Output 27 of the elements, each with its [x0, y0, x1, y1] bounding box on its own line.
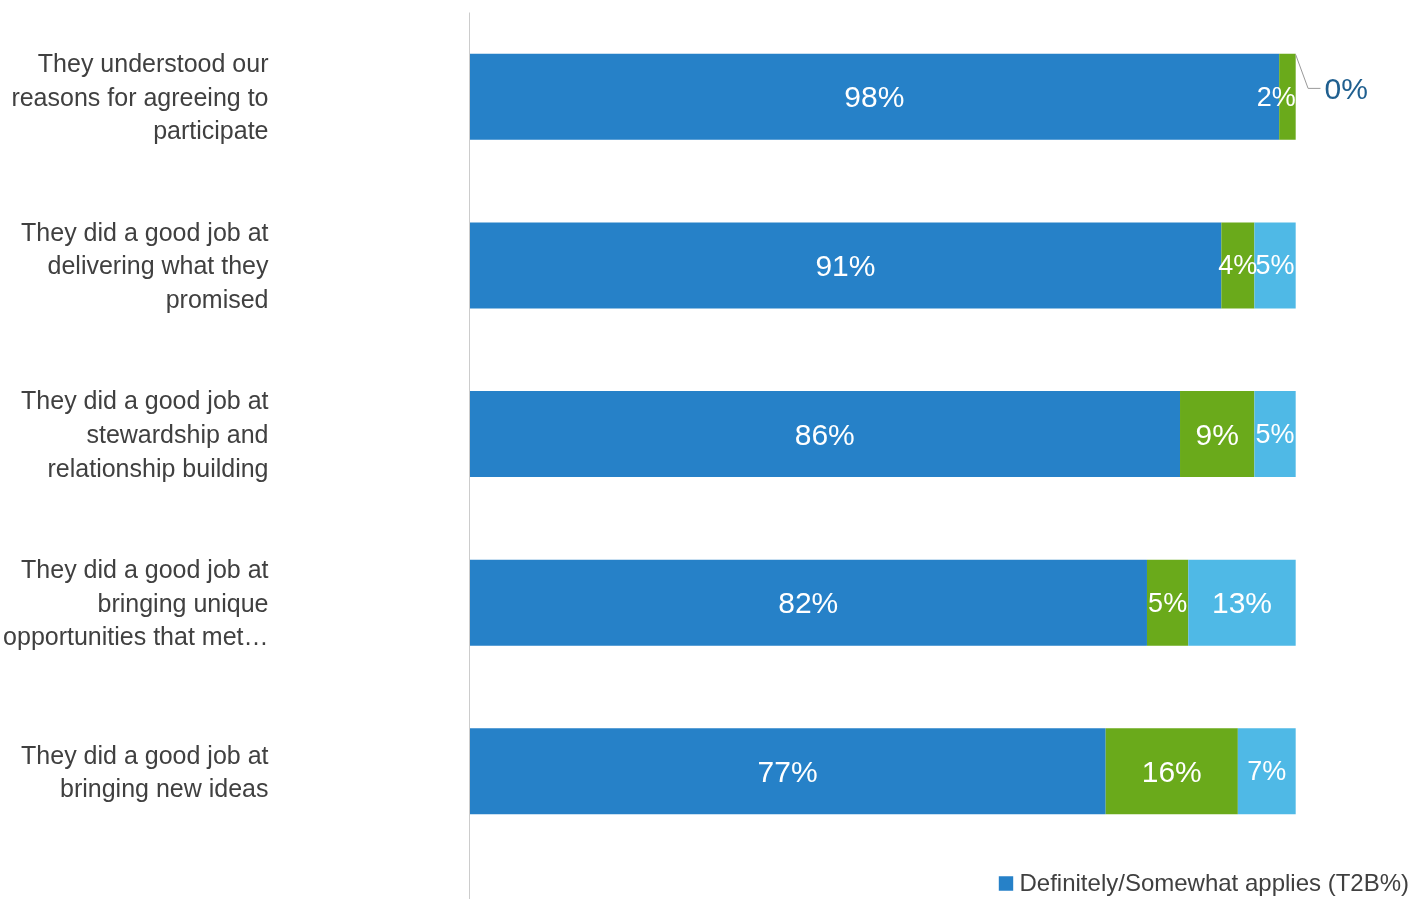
data-label: 91%: [815, 248, 876, 282]
data-label: 9%: [1195, 417, 1239, 451]
bar: [1188, 559, 1296, 646]
legend-label: Definitely/Somewhat applies (T2B%): [1019, 869, 1409, 897]
y-tick-label: They understood our reasons for agreeing to participate: [11, 49, 269, 145]
bar: [1105, 728, 1238, 815]
y-tick-label: They did a good job at stewardship and relationship building: [21, 386, 269, 482]
data-label: 86%: [794, 417, 855, 451]
data-label: 7%: [1247, 756, 1287, 787]
bar: [469, 391, 1181, 478]
bar: [1237, 728, 1296, 815]
y-tick-label: They did a good job at bringing unique opportunities that met…: [3, 555, 269, 651]
data-label: 77%: [757, 754, 818, 788]
bar: [469, 559, 1147, 646]
y-tick-label: They did a good job at delivering what they promised: [21, 217, 269, 314]
data-label: 16%: [1141, 754, 1202, 788]
data-label: 5%: [1255, 419, 1295, 450]
data-label: 98%: [844, 80, 905, 114]
bar: [469, 728, 1106, 815]
data-label: 0%: [1324, 71, 1368, 105]
bar: [1180, 391, 1255, 478]
data-label: 5%: [1255, 250, 1295, 281]
data-label: 5%: [1148, 587, 1188, 618]
bar: [1254, 391, 1296, 478]
data-label: 13%: [1211, 586, 1273, 620]
y-tick-label: They did a good job at bringing new ideas: [21, 740, 269, 803]
data-label: 82%: [778, 586, 839, 620]
